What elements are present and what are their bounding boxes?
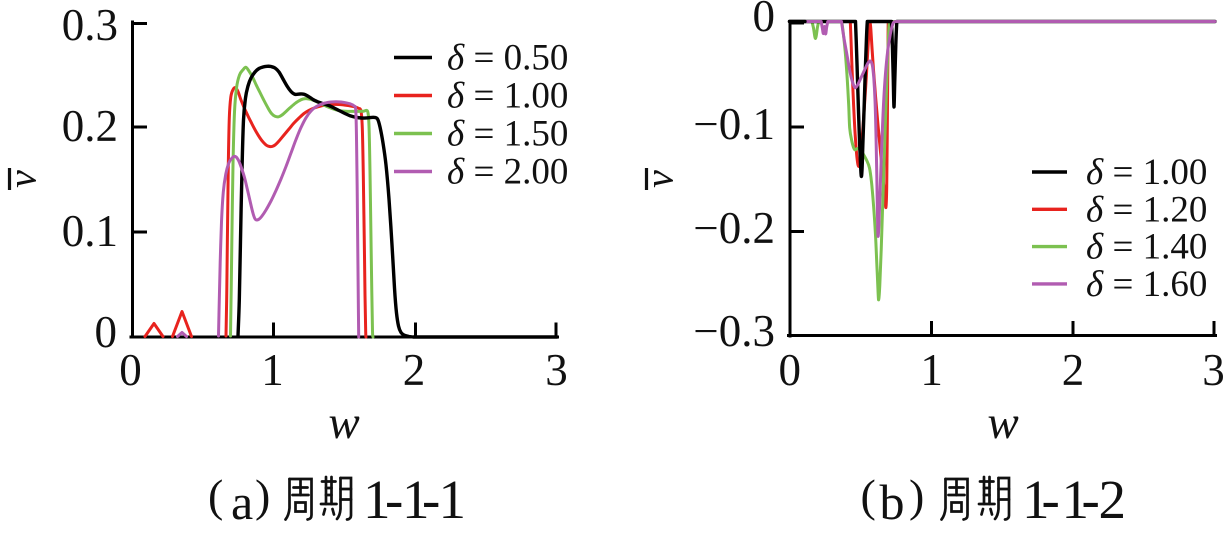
svg-text:-: - [422, 469, 440, 530]
svg-text:−0.1: −0.1 [693, 99, 775, 149]
svg-text:δ = 0.50: δ = 0.50 [447, 38, 568, 79]
svg-text:δ = 1.50: δ = 1.50 [447, 114, 568, 155]
svg-text:1: 1 [1022, 469, 1050, 530]
svg-text:3: 3 [545, 345, 568, 395]
svg-text:1: 1 [920, 345, 943, 395]
svg-text:2: 2 [1062, 345, 1085, 395]
svg-text:2: 2 [1099, 469, 1127, 530]
svg-text:0.3: 0.3 [62, 0, 118, 50]
svg-text:1: 1 [261, 345, 284, 395]
svg-text:b: b [880, 474, 905, 530]
svg-text:2: 2 [403, 345, 426, 395]
svg-text:δ = 1.00: δ = 1.00 [447, 76, 568, 117]
svg-text:0.1: 0.1 [62, 206, 118, 256]
svg-text:δ = 1.20: δ = 1.20 [1086, 189, 1207, 230]
svg-text:−0.3: −0.3 [693, 306, 775, 356]
svg-text:0: 0 [119, 345, 142, 395]
svg-text:-: - [1042, 469, 1060, 530]
svg-text:0: 0 [778, 345, 801, 395]
svg-text:δ = 1.00: δ = 1.00 [1086, 152, 1207, 193]
svg-text:0: 0 [753, 0, 776, 41]
svg-text:(: ( [208, 470, 223, 521]
svg-text:): ) [909, 470, 924, 521]
svg-text:1: 1 [439, 469, 467, 530]
svg-text:): ) [255, 470, 270, 521]
svg-text:w: w [987, 397, 1018, 449]
svg-text:1: 1 [1062, 469, 1090, 530]
svg-text:-: - [385, 469, 403, 530]
svg-text:v: v [637, 170, 682, 188]
svg-text:δ = 2.00: δ = 2.00 [447, 152, 568, 193]
svg-text:δ = 1.40: δ = 1.40 [1086, 227, 1207, 268]
svg-text:w: w [328, 397, 359, 449]
svg-text:-: - [1082, 469, 1100, 530]
svg-text:1: 1 [402, 469, 430, 530]
svg-text:0.2: 0.2 [62, 101, 118, 151]
svg-text:(: ( [861, 470, 876, 521]
svg-text:3: 3 [1202, 345, 1225, 395]
svg-text:a: a [231, 474, 253, 530]
svg-text:0: 0 [95, 307, 118, 357]
svg-text:1: 1 [363, 469, 391, 530]
svg-text:δ = 1.60: δ = 1.60 [1086, 264, 1207, 305]
svg-text:v: v [0, 170, 45, 188]
svg-text:−0.2: −0.2 [693, 203, 775, 253]
